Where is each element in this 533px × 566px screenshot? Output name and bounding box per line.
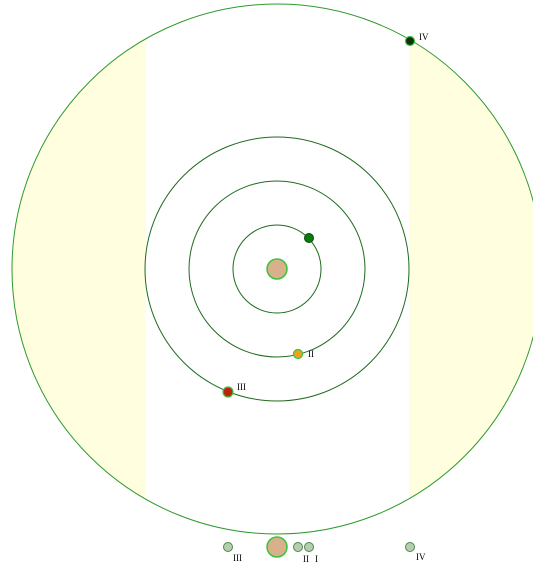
moon-iv [404, 35, 416, 47]
side-label: I [315, 554, 318, 564]
moon-ii [292, 348, 304, 360]
moon-label: II [308, 349, 314, 359]
side-label: II [303, 554, 309, 564]
side-moon [405, 542, 415, 552]
side-planet [266, 536, 288, 558]
side-moon [223, 542, 233, 552]
orbit-ii [188, 180, 366, 358]
side-label: IV [416, 552, 426, 562]
orbit-iii [144, 136, 410, 402]
outer-orbit [11, 3, 533, 535]
moon-iii [222, 386, 234, 398]
planet [266, 258, 288, 280]
moon-label: III [237, 382, 246, 392]
side-view: III II I IV [223, 536, 426, 564]
shadow-left [12, 4, 146, 534]
side-label: III [233, 553, 242, 563]
shadow-right [409, 4, 533, 534]
side-moon [304, 542, 314, 552]
side-moon [293, 542, 303, 552]
moon-label: IV [419, 32, 429, 42]
orbit-i [232, 224, 322, 314]
moon-i [304, 233, 314, 243]
